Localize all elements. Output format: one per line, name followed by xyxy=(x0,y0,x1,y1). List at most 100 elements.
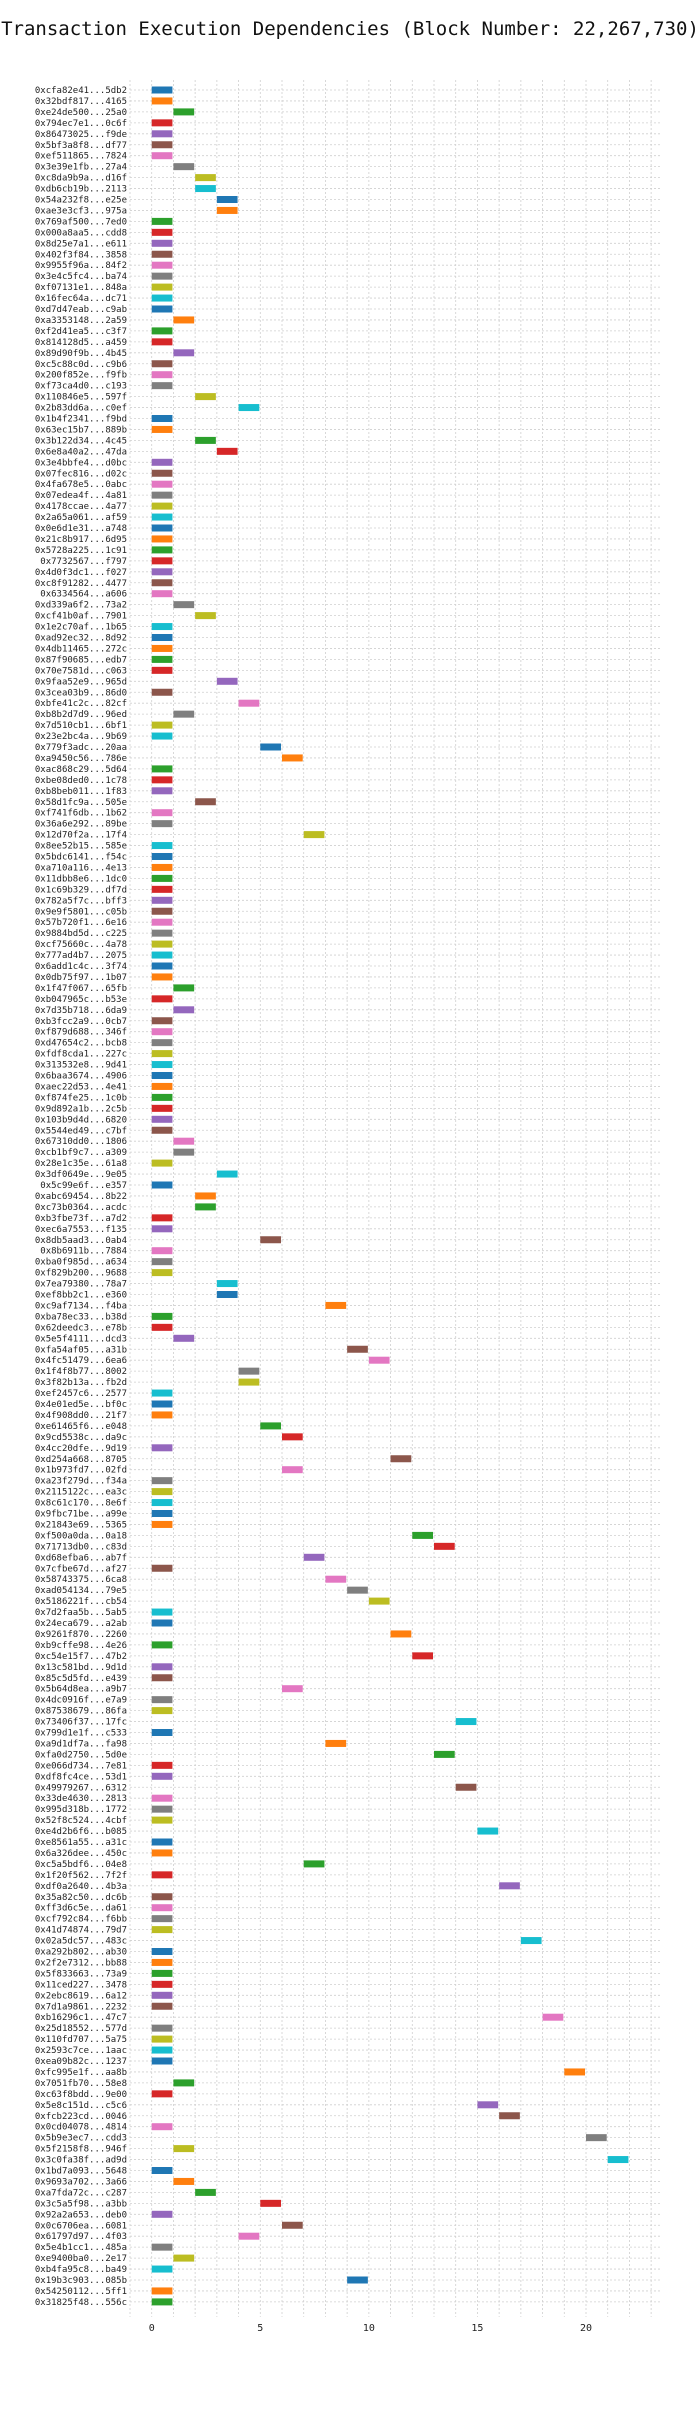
y-tick-label: 0x02a5dc57...483c xyxy=(35,1937,127,1947)
y-tick-label: 0x7ea79380...78a7 xyxy=(35,1280,127,1290)
y-tick-label: 0x9d892a1b...2c5b xyxy=(35,1104,127,1114)
dependency-bar xyxy=(151,951,173,959)
dependency-bar xyxy=(151,1663,173,1671)
dependency-bar xyxy=(368,1597,390,1605)
dependency-bar xyxy=(151,228,173,236)
dependency-bar xyxy=(151,130,173,138)
dependency-bar xyxy=(238,699,260,707)
y-tick-label: 0xf73ca4d0...c193 xyxy=(35,382,127,392)
dependency-bar xyxy=(173,1137,195,1145)
dependency-bar xyxy=(151,579,173,587)
dependency-bar xyxy=(151,524,173,532)
y-tick-label: 0xa3353148...2a59 xyxy=(35,316,127,326)
y-tick-label: 0x7051fb70...58e8 xyxy=(35,2079,127,2089)
y-tick-label: 0x87f90685...edb7 xyxy=(35,655,127,665)
dependency-bar xyxy=(173,1148,195,1156)
dependency-bar xyxy=(151,1893,173,1901)
dependency-bar xyxy=(151,1444,173,1452)
dependency-bar xyxy=(151,1816,173,1824)
y-tick-label: 0x86473025...f9de xyxy=(35,130,127,140)
dependency-bar xyxy=(151,1564,173,1572)
y-tick-label: 0x4cc20dfe...9d19 xyxy=(35,1444,127,1454)
y-tick-label: 0xcb1bf9c7...a309 xyxy=(35,1148,127,1158)
y-tick-label: 0x2a65a061...af59 xyxy=(35,513,127,523)
y-tick-label: 0x35a82c50...dc6b xyxy=(35,1893,127,1903)
dependency-bar xyxy=(195,393,216,401)
y-tick-label: 0x5f2158f8...946f xyxy=(35,2145,127,2155)
y-tick-label: 0x4178ccae...4a77 xyxy=(35,502,127,512)
dependency-bar xyxy=(238,1378,260,1386)
y-tick-label: 0x3c5a5f98...a3bb xyxy=(35,2199,127,2209)
y-tick-label: 0x9e9f5801...c05b xyxy=(35,907,127,917)
dependency-bar xyxy=(151,1017,173,1025)
y-tick-label: 0xfa54af05...a31b xyxy=(35,1345,127,1355)
dependency-bar xyxy=(216,1291,238,1298)
dependency-bar xyxy=(151,688,173,696)
y-tick-label: 0xcfa82e41...5db2 xyxy=(35,86,127,96)
y-tick-label: 0xff3d6c5e...da61 xyxy=(35,1904,127,1914)
y-tick-label: 0x1f20f562...7f2f xyxy=(35,1871,127,1881)
y-tick-label: 0xc54e15f7...47b2 xyxy=(35,1652,127,1662)
y-tick-label: 0x07edea4f...4a81 xyxy=(35,491,127,501)
y-tick-label: 0x8ee52b15...585e xyxy=(35,842,127,852)
dependency-bar xyxy=(151,1039,173,1047)
dependency-bar xyxy=(238,2232,260,2240)
y-tick-label: 0x9955f96a...84f2 xyxy=(35,261,127,271)
y-tick-label: 0xc8f91282...4477 xyxy=(35,579,127,589)
y-tick-label: 0x58743375...6ca8 xyxy=(35,1575,127,1585)
dependency-bar xyxy=(195,612,216,620)
y-tick-label: 0x777ad4b7...2075 xyxy=(35,951,127,961)
y-tick-label: 0x9faa52e9...965d xyxy=(35,677,127,687)
y-tick-label: 0x73406f37...17fc xyxy=(35,1718,127,1728)
y-tick-label: 0xf07131e1...848a xyxy=(35,283,127,293)
dependency-bar xyxy=(151,2090,173,2098)
dependency-bar xyxy=(151,1958,173,1966)
y-tick-label: 0xc5a5bdf6...04e8 xyxy=(35,1860,127,1870)
y-tick-label: 0x6add1c4c...3f74 xyxy=(35,962,127,972)
y-tick-label: 0x3cea03b9...86d0 xyxy=(35,688,127,698)
dependency-bar xyxy=(151,338,173,346)
dependency-bar xyxy=(151,415,173,422)
y-tick-label: 0x32bdf817...4165 xyxy=(35,97,127,107)
y-tick-label: 0xa710a116...4e13 xyxy=(35,863,127,873)
y-tick-label: 0x4e01ed5e...bf0c xyxy=(35,1400,127,1410)
y-tick-label: 0x5b64d8ea...a9b7 xyxy=(35,1685,127,1695)
dependency-bar xyxy=(151,1510,173,1517)
y-tick-label: 0x3f82b13a...fb2d xyxy=(35,1378,127,1388)
y-tick-label: 0xa9d1df7a...fa98 xyxy=(35,1739,127,1749)
y-tick-label: 0x3e4bbfe4...d0bc xyxy=(35,458,127,468)
dependency-bar xyxy=(151,283,173,291)
dependency-bar xyxy=(151,721,173,729)
dependency-bar xyxy=(151,1214,173,1222)
dependency-bar xyxy=(195,1203,216,1211)
y-tick-label: 0x87538679...86fa xyxy=(35,1707,127,1717)
dependency-bar xyxy=(216,677,238,685)
x-tick-label: 20 xyxy=(580,2323,592,2334)
y-tick-label: 0x4f908dd0...21f7 xyxy=(35,1411,127,1421)
y-tick-label: 0x9693a702...3a66 xyxy=(35,2177,127,2187)
dependency-bar xyxy=(151,141,173,149)
y-tick-label: 0x9cd5538c...da9c xyxy=(35,1433,127,1443)
y-tick-label: 0x5544ed49...c7bf xyxy=(35,1126,127,1136)
dependency-bar xyxy=(151,655,173,663)
dependency-bar xyxy=(499,2112,520,2120)
dependency-bar xyxy=(151,1641,173,1649)
dependency-bar xyxy=(151,2298,173,2306)
y-tick-label: 0xd254a668...8705 xyxy=(35,1455,127,1465)
dependency-bar xyxy=(151,590,173,598)
dependency-bar xyxy=(282,1433,303,1441)
dependency-bar xyxy=(151,546,173,554)
x-tick-label: 15 xyxy=(471,2323,483,2334)
dependency-bar xyxy=(173,984,195,992)
dependency-bar xyxy=(151,360,173,368)
dependency-bar xyxy=(303,831,325,839)
y-tick-label: 0x1b973fd7...02fd xyxy=(35,1466,127,1476)
y-tick-label: 0x4d0f3dc1...f027 xyxy=(35,568,127,578)
dependency-bar xyxy=(151,250,173,258)
y-tick-label: 0xd47654c2...bcb8 xyxy=(35,1039,127,1049)
dependency-bar xyxy=(151,1072,173,1079)
dependency-bar xyxy=(303,1553,325,1561)
dependency-bar xyxy=(151,1258,173,1266)
y-tick-label: 0xc73b0364...acdc xyxy=(35,1203,127,1213)
